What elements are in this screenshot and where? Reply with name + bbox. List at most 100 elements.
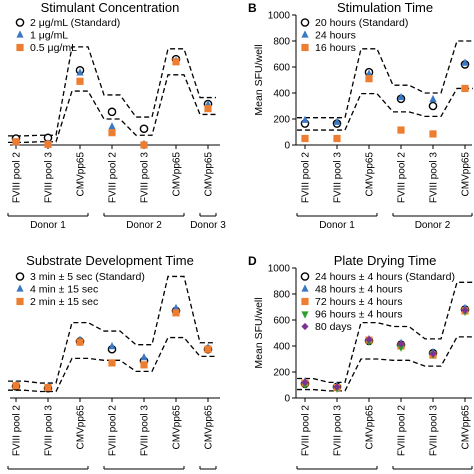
data-point bbox=[12, 138, 20, 146]
donor-label: Donor 3 bbox=[190, 220, 226, 231]
x-tick-label: FVIII pool 2 bbox=[397, 405, 408, 457]
data-point bbox=[365, 69, 373, 77]
legend-marker bbox=[300, 272, 310, 281]
y-tick-label: 200 bbox=[273, 368, 290, 379]
chart-title: Stimulation Time bbox=[337, 0, 433, 15]
y-tick-label: 200 bbox=[273, 115, 290, 126]
donor-label: Donor 1 bbox=[319, 220, 355, 231]
band-upper-line bbox=[297, 281, 473, 384]
data-point bbox=[301, 134, 309, 143]
data-point bbox=[140, 141, 148, 149]
legend-label: 3 min ± 5 sec (Standard) bbox=[30, 271, 145, 283]
band-upper-line bbox=[8, 275, 216, 384]
data-point bbox=[429, 94, 437, 103]
data-point bbox=[333, 117, 341, 125]
chart-panel: Substrate Development Time FVIII pool 2 FV… bbox=[7, 253, 226, 474]
data-point bbox=[172, 303, 180, 311]
chart-title: Stimulant Concentration bbox=[41, 0, 180, 15]
legend-label: 48 hours ± 4 hours bbox=[315, 284, 402, 296]
band-upper-line bbox=[297, 40, 473, 119]
data-point bbox=[397, 344, 405, 352]
data-point bbox=[76, 338, 84, 346]
legend-marker bbox=[16, 30, 24, 38]
legend-marker bbox=[16, 43, 24, 52]
data-point bbox=[204, 105, 212, 113]
y-axis-label: Mean SFU/well bbox=[253, 297, 265, 368]
legend-marker bbox=[301, 284, 309, 292]
x-tick-label: FVIII pool 3 bbox=[44, 152, 55, 204]
data-point bbox=[172, 309, 180, 317]
y-tick-label: 400 bbox=[273, 342, 290, 353]
chart-panel: Stimulant Concentration FVIII pool 2 FVIII… bbox=[7, 0, 226, 231]
data-point bbox=[108, 122, 116, 130]
data-point bbox=[108, 359, 116, 367]
data-point bbox=[139, 124, 149, 134]
legend-label: 2 μg/mL (Standard) bbox=[30, 17, 120, 29]
data-point bbox=[333, 383, 341, 391]
data-point bbox=[428, 101, 438, 111]
legend-label: 96 hours ± 4 hours bbox=[315, 309, 402, 321]
x-tick-label: CMVpp65 bbox=[76, 152, 87, 197]
legend-label: 72 hours ± 4 hours bbox=[315, 296, 402, 308]
panel-letter: D bbox=[248, 254, 257, 268]
x-tick-label: FVIII pool 2 bbox=[12, 405, 23, 457]
legend-label: 0.5 μg/mL bbox=[30, 42, 77, 54]
y-tick-label: 0 bbox=[284, 394, 290, 405]
x-tick-label: FVIII pool 3 bbox=[44, 405, 55, 457]
legend-label: 20 hours (Standard) bbox=[315, 17, 408, 29]
legend-label: 2 min ± 15 sec bbox=[30, 296, 98, 308]
data-point bbox=[429, 130, 437, 138]
x-tick-label: CMVpp65 bbox=[172, 152, 183, 197]
x-tick-label: CMVpp65 bbox=[461, 405, 472, 450]
x-tick-label: CMVpp65 bbox=[76, 405, 87, 450]
legend-marker bbox=[301, 311, 309, 319]
data-point bbox=[333, 134, 341, 143]
data-point bbox=[107, 107, 117, 117]
legend-label: 16 hours bbox=[315, 42, 356, 54]
data-point bbox=[44, 384, 52, 392]
x-tick-label: FVIII pool 3 bbox=[429, 405, 440, 457]
band-lower-line bbox=[8, 74, 216, 144]
chart-title: Substrate Development Time bbox=[26, 253, 194, 268]
chart-title: Plate Drying Time bbox=[334, 253, 437, 268]
chart-panel: B Stimulation Time 0 200 400 600 800 1000 Mean S… bbox=[248, 0, 473, 231]
data-point bbox=[365, 335, 373, 344]
legend-marker bbox=[301, 43, 309, 52]
x-tick-label: CMVpp65 bbox=[204, 405, 215, 450]
legend-label: 24 hours ± 4 hours (Standard) bbox=[315, 271, 455, 283]
data-point bbox=[461, 306, 469, 314]
x-tick-label: FVIII pool 3 bbox=[333, 405, 344, 457]
y-tick-label: 0 bbox=[284, 141, 290, 152]
data-point bbox=[461, 58, 469, 66]
legend-marker bbox=[300, 18, 310, 27]
x-tick-label: FVIII pool 2 bbox=[108, 152, 119, 204]
data-point bbox=[140, 353, 148, 361]
x-tick-label: FVIII pool 3 bbox=[140, 152, 151, 204]
data-point bbox=[365, 75, 373, 83]
data-point bbox=[140, 361, 148, 369]
data-point bbox=[108, 342, 116, 350]
x-tick-label: FVIII pool 2 bbox=[301, 405, 312, 457]
data-point bbox=[44, 140, 52, 148]
x-tick-label: CMVpp65 bbox=[365, 405, 376, 450]
legend-marker bbox=[16, 297, 24, 306]
panel-letter: B bbox=[248, 1, 257, 15]
data-point bbox=[397, 126, 405, 134]
y-tick-label: 400 bbox=[273, 89, 290, 100]
x-tick-label: FVIII pool 3 bbox=[429, 152, 440, 204]
legend-label: 24 hours bbox=[315, 30, 356, 42]
data-point bbox=[76, 77, 84, 85]
y-tick-label: 1000 bbox=[268, 264, 291, 275]
y-tick-label: 800 bbox=[273, 290, 290, 301]
x-tick-label: FVIII pool 3 bbox=[140, 405, 151, 457]
data-point bbox=[76, 68, 84, 76]
x-tick-label: CMVpp65 bbox=[172, 405, 183, 450]
data-point bbox=[397, 340, 405, 348]
legend-marker bbox=[301, 30, 309, 38]
data-point bbox=[301, 378, 309, 386]
band-upper-line bbox=[8, 46, 216, 137]
band-lower-line bbox=[297, 336, 473, 392]
x-tick-label: CMVpp65 bbox=[365, 152, 376, 197]
data-point bbox=[204, 345, 212, 353]
